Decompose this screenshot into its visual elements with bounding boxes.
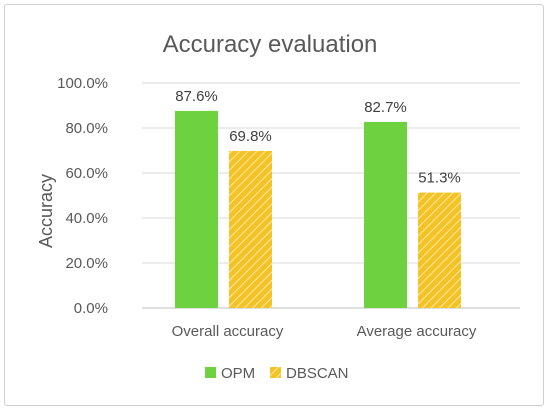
data-label: 87.6% xyxy=(175,88,218,105)
x-category-label: Average accuracy xyxy=(357,323,477,340)
y-tick-label: 40.0% xyxy=(65,210,108,227)
bar-opm xyxy=(175,110,218,309)
data-label: 69.8% xyxy=(229,128,272,145)
x-axis-categories: Overall accuracy Average accuracy xyxy=(172,323,477,340)
data-label: 82.7% xyxy=(364,99,407,116)
data-labels: 87.6% 69.8% 82.7% 51.3% xyxy=(175,88,461,187)
x-category-label: Overall accuracy xyxy=(172,323,284,340)
data-label: 51.3% xyxy=(418,170,461,187)
legend: OPM DBSCAN xyxy=(205,365,349,382)
y-tick-label: 100.0% xyxy=(57,75,108,92)
legend-label: DBSCAN xyxy=(286,365,349,382)
y-tick-label: 20.0% xyxy=(65,255,108,272)
bar-dbscan xyxy=(229,150,272,308)
y-axis-ticks: 0.0% 20.0% 40.0% 60.0% 80.0% 100.0% xyxy=(57,75,108,317)
y-tick-label: 0.0% xyxy=(74,300,108,317)
y-tick-label: 80.0% xyxy=(65,120,108,137)
chart-title: Accuracy evaluation xyxy=(163,31,378,58)
legend-swatch-opm xyxy=(205,367,216,378)
bar-dbscan xyxy=(418,192,461,308)
y-tick-label: 60.0% xyxy=(65,165,108,182)
bars xyxy=(175,110,461,309)
y-axis-title: Accuracy xyxy=(36,174,56,248)
legend-swatch-dbscan xyxy=(270,367,281,378)
bar-opm xyxy=(364,121,407,308)
legend-label: OPM xyxy=(221,365,255,382)
